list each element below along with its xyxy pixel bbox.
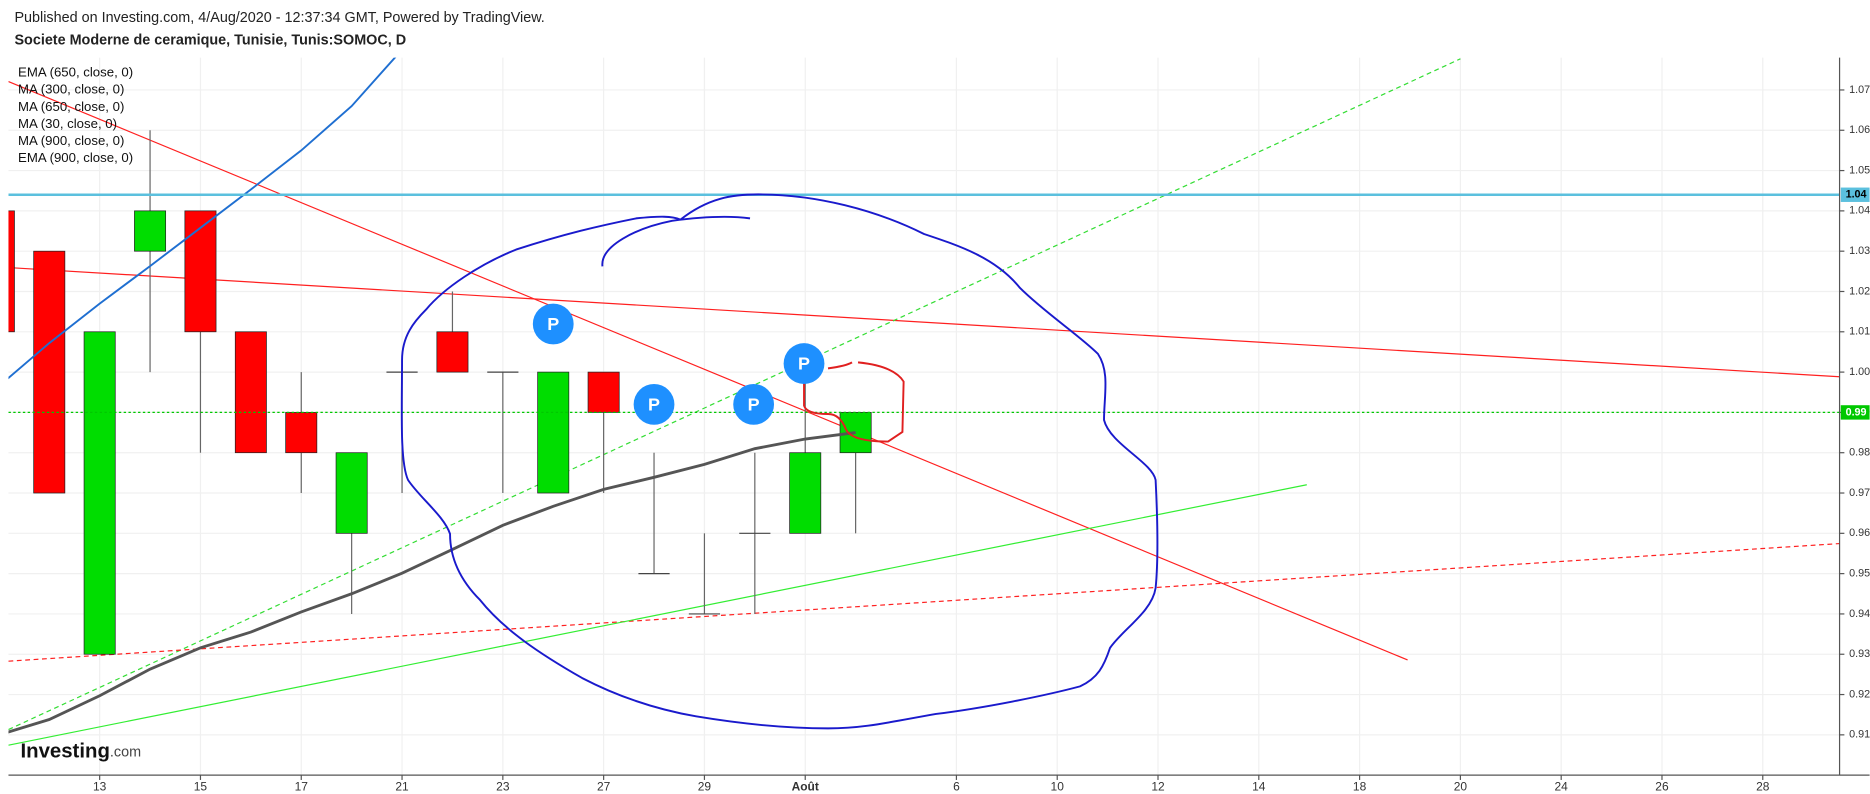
trend-line [8,484,1307,746]
x-tick-label: Août [792,779,819,793]
y-tick-label: 1.05 [1849,164,1870,176]
x-tick-label: 12 [1151,779,1165,793]
y-tick-label: 0.98 [1849,447,1870,459]
x-tick-label: 17 [295,779,309,793]
y-tick-label: 1.07 [1849,84,1870,96]
price-badge [1840,405,1870,420]
y-tick-label: 0.91 [1849,729,1870,741]
logo: Investing.com [20,741,141,763]
indicator-line [8,57,397,380]
freehand-circle [400,193,1159,730]
marker-badge [733,383,775,425]
candle-body [33,250,66,494]
candle-body [8,210,15,333]
x-tick-label: 18 [1353,779,1367,793]
candle-body [335,452,368,534]
candle-body [789,452,822,534]
hand-drawings [400,193,1159,730]
trend-line [8,58,1461,731]
x-tick-label: 13 [93,779,107,793]
price-label: 0.99 [1846,406,1867,418]
x-tick-label: 28 [1756,779,1770,793]
drawings [8,58,1840,746]
indicator-name: MA (30, close, 0) [18,116,117,131]
y-tick-label: 0.96 [1849,527,1870,539]
x-tick-label: 27 [597,779,611,793]
marker-label: P [648,394,660,414]
x-tick-label: 6 [953,779,960,793]
x-tick-label: 29 [698,779,712,793]
y-tick-label: 0.93 [1849,648,1870,660]
indicator-name: EMA (650, close, 0) [18,65,133,80]
x-tick-label: 20 [1454,779,1468,793]
candle-body [285,412,318,454]
x-tick-label: 15 [194,779,208,793]
indicator-legend: EMA (650, close, 0) MA (300, close, 0) MA … [18,65,133,165]
indicator-name: EMA (900, close, 0) [18,150,133,165]
candle-body [83,331,116,655]
y-tick-label: 1.00 [1849,366,1870,378]
candle-body [184,210,217,333]
x-tick-label: 24 [1555,779,1569,793]
indicator-line [8,431,856,734]
x-tick-label: 21 [395,779,409,793]
chart-title: Societe Moderne de ceramique, Tunisie, T… [14,33,406,49]
marker-badge [783,343,825,384]
y-tick-label: 1.06 [1849,124,1870,136]
y-tick-label: 0.97 [1849,487,1870,499]
price-label: 1.04 [1846,189,1867,201]
candle-body [134,210,167,252]
y-tick-label: 1.02 [1849,285,1870,297]
x-tick-label: 10 [1051,779,1065,793]
y-tick-label: 0.95 [1849,567,1870,579]
y-tick-label: 1.04 [1849,205,1870,217]
trend-line [8,542,1840,662]
x-tick-label: 14 [1252,779,1266,793]
x-tick-label: 23 [496,779,510,793]
marker-badge [532,303,574,345]
marker-label: P [547,314,559,334]
markers: P P P P [532,303,825,425]
trend-line [8,81,1408,661]
y-tick-label: 1.03 [1849,245,1870,257]
candle-body [436,331,469,373]
trend-line [8,266,1840,378]
header: Published on Investing.com, 4/Aug/2020 -… [14,10,544,26]
logo-brand: Investing [20,741,109,763]
candle-body [537,371,570,494]
candle-body [234,331,267,454]
indicator-name: MA (900, close, 0) [18,133,124,148]
price-badge [1840,187,1870,202]
y-tick-label: 0.94 [1849,608,1870,620]
marker-badge [633,383,675,425]
freehand-bracket [803,361,905,443]
freehand-curl [601,215,751,267]
axes: 0.91 0.92 0.93 0.94 0.95 0.96 0.97 0.98 0.99 1.00… [93,84,1870,794]
logo-suffix: .com [110,744,141,760]
indicator-name: MA (300, close, 0) [18,82,124,97]
x-tick-label: 26 [1655,779,1669,793]
series [8,57,1840,734]
indicator-name: MA (650, close, 0) [18,99,124,114]
y-tick-label: 1.01 [1849,326,1870,338]
y-tick-label: 0.92 [1849,688,1870,700]
marker-label: P [748,394,760,414]
marker-label: P [798,354,810,374]
candle-body [587,371,620,413]
